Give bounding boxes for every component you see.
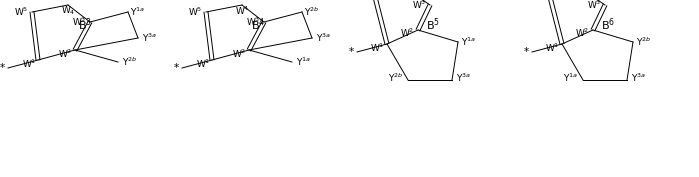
Text: Y$^{2b}$: Y$^{2b}$ xyxy=(304,6,319,18)
Text: Y$^{1a}$: Y$^{1a}$ xyxy=(296,56,312,68)
Text: B$^3$: B$^3$ xyxy=(78,17,92,33)
Text: B$^5$: B$^5$ xyxy=(426,17,440,33)
Text: Y$^{2b}$: Y$^{2b}$ xyxy=(388,72,404,84)
Text: W$^3$: W$^3$ xyxy=(72,16,86,28)
Text: Y$^{3a}$: Y$^{3a}$ xyxy=(143,32,157,44)
Text: W$^1$: W$^1$ xyxy=(22,58,36,70)
Text: W$^1$: W$^1$ xyxy=(370,42,384,54)
Text: Y$^{2b}$: Y$^{2b}$ xyxy=(636,36,651,48)
Text: Y$^{3a}$: Y$^{3a}$ xyxy=(317,32,331,44)
Text: W$^2$: W$^2$ xyxy=(232,48,246,60)
Text: W$^4$: W$^4$ xyxy=(401,0,415,2)
Text: Y$^{2b}$: Y$^{2b}$ xyxy=(122,56,138,68)
Text: W$^5$: W$^5$ xyxy=(356,0,371,3)
Text: W$^2$: W$^2$ xyxy=(400,27,415,39)
Text: B$^4$: B$^4$ xyxy=(251,17,265,33)
Text: *: * xyxy=(348,47,354,57)
Text: *: * xyxy=(0,63,5,73)
Text: Y$^{3a}$: Y$^{3a}$ xyxy=(631,72,647,84)
Text: W$^3$: W$^3$ xyxy=(412,0,426,11)
Text: W$^2$: W$^2$ xyxy=(58,48,72,60)
Text: W$^3$: W$^3$ xyxy=(246,16,260,28)
Text: W$^4$: W$^4$ xyxy=(235,5,250,17)
Text: Y$^{3a}$: Y$^{3a}$ xyxy=(456,72,472,84)
Text: W$^1$: W$^1$ xyxy=(545,42,559,54)
Text: W$^5$: W$^5$ xyxy=(188,6,202,18)
Text: Y$^{1a}$: Y$^{1a}$ xyxy=(563,72,579,84)
Text: *: * xyxy=(524,47,528,57)
Text: W$^2$: W$^2$ xyxy=(575,27,589,39)
Text: W$_4$: W$_4$ xyxy=(61,5,75,17)
Text: W$^3$: W$^3$ xyxy=(586,0,601,11)
Text: B$^6$: B$^6$ xyxy=(601,17,615,33)
Text: Y$^{1a}$: Y$^{1a}$ xyxy=(131,6,145,18)
Text: W$^5$: W$^5$ xyxy=(532,0,546,3)
Text: W$^4$: W$^4$ xyxy=(576,0,591,2)
Text: Y$^{1a}$: Y$^{1a}$ xyxy=(461,36,477,48)
Text: *: * xyxy=(173,63,178,73)
Text: W$^1$: W$^1$ xyxy=(196,58,210,70)
Text: W$^5$: W$^5$ xyxy=(14,6,28,18)
